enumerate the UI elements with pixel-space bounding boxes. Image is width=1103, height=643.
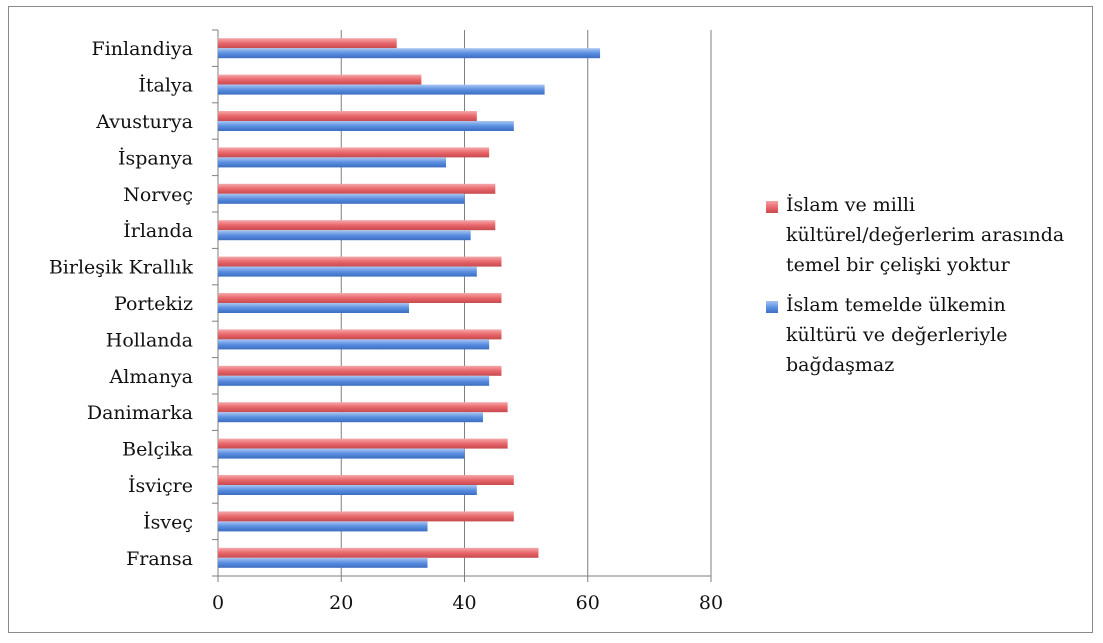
y-category-label: Finlandiya: [92, 38, 193, 60]
bar-series-2: [218, 557, 428, 568]
legend-item-series-1: İslam ve milli kültürel/değerlerim arası…: [766, 190, 1066, 280]
bar-series-2: [218, 339, 490, 350]
bar-series-1: [218, 329, 502, 340]
bar-series-1: [218, 38, 397, 49]
bar-series-2: [218, 375, 490, 386]
y-category-label: İrlanda: [123, 219, 193, 242]
y-category-label: Danimarka: [87, 402, 193, 424]
x-tick-label-20: 20: [329, 592, 353, 614]
bar-series-2: [218, 84, 545, 95]
y-category-label: İspanya: [118, 146, 193, 169]
y-category-label: İsviçre: [128, 474, 193, 497]
bar-series-1: [218, 74, 422, 85]
y-category-label: Almanya: [109, 366, 193, 388]
bar-series-2: [218, 121, 514, 131]
bar-series-1: [218, 547, 539, 558]
y-category-label: Birleşik Krallık: [49, 257, 194, 279]
bar-series-2: [218, 485, 477, 495]
bar-series-2: [218, 266, 477, 277]
bar-series-1: [218, 183, 496, 194]
bar-series-2: [218, 448, 465, 459]
bar-series-2: [218, 48, 601, 59]
chart-frame: [8, 6, 1093, 633]
bar-series-1: [218, 438, 508, 449]
bar-series-1: [218, 147, 490, 158]
legend-swatch-series-2: [766, 301, 778, 313]
legend-item-series-2: İslam temelde ülkemin kültürü ve değerle…: [766, 290, 1066, 380]
y-category-label: Portekiz: [114, 293, 193, 315]
bar-series-2: [218, 412, 483, 423]
bar-series-2: [218, 303, 410, 313]
x-tick-label-60: 60: [576, 592, 600, 614]
bar-series-1: [218, 511, 514, 522]
y-category-label: Belçika: [122, 439, 193, 461]
bar-series-1: [218, 475, 514, 485]
legend-label-series-2: İslam temelde ülkemin kültürü ve değerle…: [786, 294, 1008, 376]
bar-series-1: [218, 256, 502, 267]
y-category-label: Avusturya: [95, 111, 193, 133]
bar-series-1: [218, 220, 496, 231]
legend-label-series-1: İslam ve milli kültürel/değerlerim arası…: [786, 194, 1065, 276]
legend-swatch-series-1: [766, 201, 778, 213]
bar-series-2: [218, 521, 428, 532]
bar-series-1: [218, 402, 508, 413]
x-tick-label-0: 0: [212, 592, 224, 614]
bar-series-1: [218, 111, 477, 121]
y-category-label: Hollanda: [106, 329, 193, 351]
bar-series-2: [218, 230, 471, 241]
bar-series-1: [218, 293, 502, 303]
y-category-label: Fransa: [126, 548, 193, 570]
bar-series-1: [218, 365, 502, 376]
x-tick-label-80: 80: [699, 592, 723, 614]
y-category-label: İsveç: [143, 510, 193, 533]
chart-legend: İslam ve milli kültürel/değerlerim arası…: [766, 190, 1066, 390]
bar-series-2: [218, 193, 465, 204]
x-tick-label-40: 40: [452, 592, 476, 614]
y-category-label: İtalya: [138, 74, 193, 97]
bar-series-2: [218, 157, 447, 168]
y-category-label: Norveç: [123, 184, 193, 206]
